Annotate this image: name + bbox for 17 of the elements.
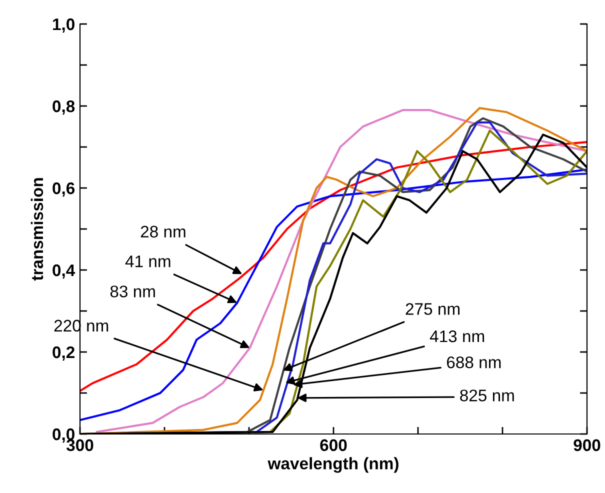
x-tick-label: 900 bbox=[574, 439, 600, 452]
y-axis-title: transmission bbox=[30, 178, 44, 281]
annotation: 413 nm bbox=[430, 330, 484, 342]
y-tick-label: 0,8 bbox=[52, 100, 75, 115]
line-series bbox=[80, 168, 587, 422]
annotation: 83 nm bbox=[110, 286, 155, 298]
y-tick-label: 1,0 bbox=[53, 18, 74, 33]
x-axis-title: wavelength (nm) bbox=[268, 457, 398, 473]
y-tick-label: 0,4 bbox=[52, 264, 76, 279]
annotation: 275 nm bbox=[406, 303, 460, 315]
annotation: 825 nm bbox=[460, 390, 514, 402]
x-tick-label: 600 bbox=[320, 439, 347, 452]
annotation: 688 nm bbox=[446, 356, 501, 368]
annotation: 41 nm bbox=[125, 256, 170, 268]
annotation: 28 nm bbox=[140, 226, 186, 238]
y-tick-label: 0,2 bbox=[52, 346, 74, 361]
y-tick-label: 0,6 bbox=[52, 182, 75, 197]
